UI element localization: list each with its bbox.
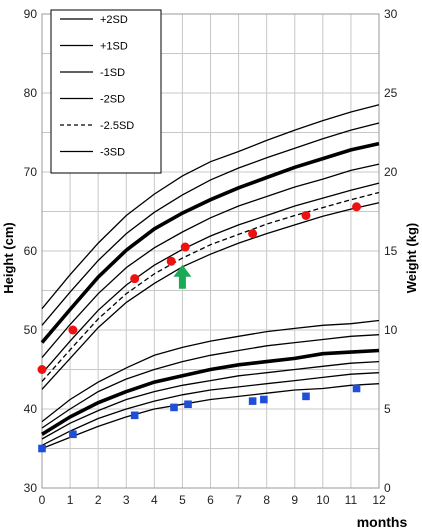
height-curve-median [40, 141, 380, 344]
legend-label: -2.5SD [100, 120, 134, 132]
weight-point [302, 392, 310, 401]
y-tick-left: 80 [24, 86, 38, 100]
height-curve-minus1SD [41, 163, 380, 359]
x-tick: 0 [39, 493, 46, 507]
x-tick: 12 [372, 493, 386, 507]
legend-label: +2SD [100, 14, 128, 26]
weight-curve-minus1SD [41, 360, 380, 440]
height-point [130, 274, 140, 284]
plot-frame [41, 13, 380, 489]
weight-curve-minus3SD [41, 383, 380, 450]
weight-point [184, 400, 192, 409]
weight-point [248, 397, 257, 405]
height-curve-minus3SD [41, 202, 380, 390]
x-tick: 11 [345, 493, 358, 507]
weight-curve-minus2SD [41, 372, 380, 446]
weight-point [260, 395, 268, 404]
legend-label: -2SD [100, 94, 125, 106]
grid [41, 13, 380, 489]
x-axis-title: months [357, 514, 408, 530]
legend: +2SD +1SD -1SD -2SD -2.5SD -3SD [50, 9, 162, 174]
weight-curve-plus2SD [41, 319, 380, 423]
height-point [352, 202, 362, 212]
y-tick-left: 30 [24, 481, 38, 495]
x-tick: 1 [67, 493, 74, 507]
y-tick-left: 90 [24, 7, 38, 21]
height-curve-minus2_5SD [41, 191, 380, 382]
weight-point [69, 430, 77, 439]
weight-point [170, 403, 178, 412]
height-point [166, 256, 176, 266]
x-tick: 5 [179, 493, 186, 507]
height-curve-plus2SD [41, 104, 380, 310]
x-tick: 8 [263, 493, 270, 507]
y-tick-right: 30 [384, 7, 398, 21]
legend-label: +1SD [100, 41, 128, 53]
weight-point [38, 444, 46, 453]
height-curve-plus1SD [41, 122, 380, 326]
y-tick-left: 50 [24, 323, 38, 337]
x-tick: 2 [95, 493, 102, 507]
height-point [248, 229, 258, 239]
reference-curves [40, 104, 380, 450]
x-tick: 9 [291, 493, 298, 507]
y-tick-left: 70 [24, 165, 38, 179]
x-tick: 6 [207, 493, 214, 507]
y-tick-right: 15 [384, 244, 398, 258]
y-axis-title-right: Weight (kg) [404, 223, 419, 294]
height-point [301, 210, 311, 220]
up-arrow-icon [173, 264, 192, 289]
weight-point [130, 411, 139, 420]
x-tick: 3 [123, 493, 130, 507]
legend-label: -3SD [100, 147, 125, 159]
x-tick: 7 [235, 493, 242, 507]
y-axis-title-left: Height (cm) [1, 222, 16, 294]
y-tick-right: 25 [384, 86, 398, 100]
weight-point [352, 384, 361, 393]
x-tick: 4 [151, 493, 158, 507]
height-point [37, 365, 47, 374]
measurement-points [37, 202, 362, 453]
legend-box [50, 9, 162, 174]
y-tick-right: 20 [384, 165, 398, 179]
height-point [68, 325, 78, 335]
y-tick-right: 10 [384, 323, 398, 337]
y-tick-right: 5 [384, 402, 391, 416]
height-point [180, 242, 190, 252]
weight-curve-median [41, 348, 380, 436]
y-tick-left: 40 [24, 402, 38, 416]
annotation [173, 264, 192, 289]
weight-curve-plus1SD [41, 334, 380, 429]
y-tick-right: 0 [384, 481, 391, 495]
height-curve-minus2SD [41, 182, 380, 374]
legend-label: -1SD [100, 67, 125, 79]
x-tick: 10 [316, 493, 330, 507]
y-tick-left: 60 [24, 244, 38, 258]
